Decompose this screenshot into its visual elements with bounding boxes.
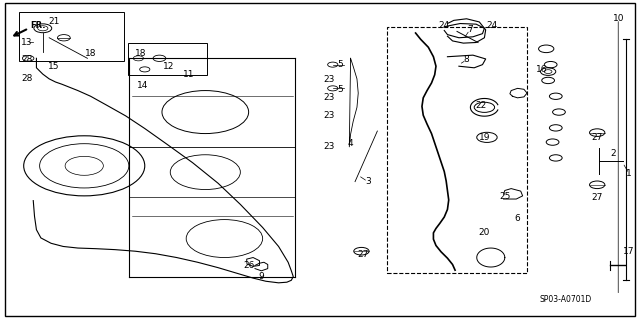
Text: 23: 23 [323, 142, 335, 151]
Text: 4: 4 [348, 139, 353, 148]
Text: 18: 18 [134, 49, 146, 58]
Text: 23: 23 [323, 75, 335, 84]
Text: 27: 27 [591, 193, 603, 202]
Text: 8: 8 [464, 56, 469, 64]
Text: 2: 2 [611, 149, 616, 158]
Text: 19: 19 [479, 133, 490, 142]
Text: 11: 11 [183, 70, 195, 78]
Text: 6: 6 [515, 213, 520, 222]
Text: 27: 27 [591, 133, 603, 142]
Text: 23: 23 [323, 93, 335, 102]
Text: SP03-A0701D: SP03-A0701D [540, 295, 591, 304]
Text: 3: 3 [365, 177, 371, 186]
Text: 7: 7 [467, 25, 472, 34]
Text: 24: 24 [486, 21, 498, 30]
Text: 20: 20 [479, 228, 490, 237]
Text: 9: 9 [259, 272, 264, 281]
Text: 17: 17 [623, 247, 635, 256]
Text: 26: 26 [243, 261, 254, 270]
Bar [387, 27, 527, 273]
Text: 27: 27 [357, 250, 369, 259]
Text: 24: 24 [438, 21, 450, 30]
Bar [127, 43, 207, 75]
Bar [19, 12, 124, 62]
Text: 21: 21 [48, 18, 60, 26]
Text: 18: 18 [85, 49, 97, 58]
Text: 13: 13 [21, 38, 33, 47]
Text: 25: 25 [499, 192, 511, 201]
Text: 5: 5 [337, 85, 343, 94]
Text: 12: 12 [163, 62, 174, 71]
Text: 1: 1 [626, 169, 632, 178]
Text: FR.: FR. [31, 21, 46, 30]
Text: 22: 22 [475, 101, 486, 110]
Text: 14: 14 [137, 81, 148, 90]
Text: 28: 28 [21, 56, 33, 64]
Text: 5: 5 [337, 60, 343, 69]
Text: 16: 16 [536, 65, 547, 74]
Text: 28: 28 [21, 74, 33, 83]
Text: 23: 23 [323, 111, 335, 120]
Text: 10: 10 [612, 14, 624, 23]
Text: 15: 15 [48, 62, 60, 71]
